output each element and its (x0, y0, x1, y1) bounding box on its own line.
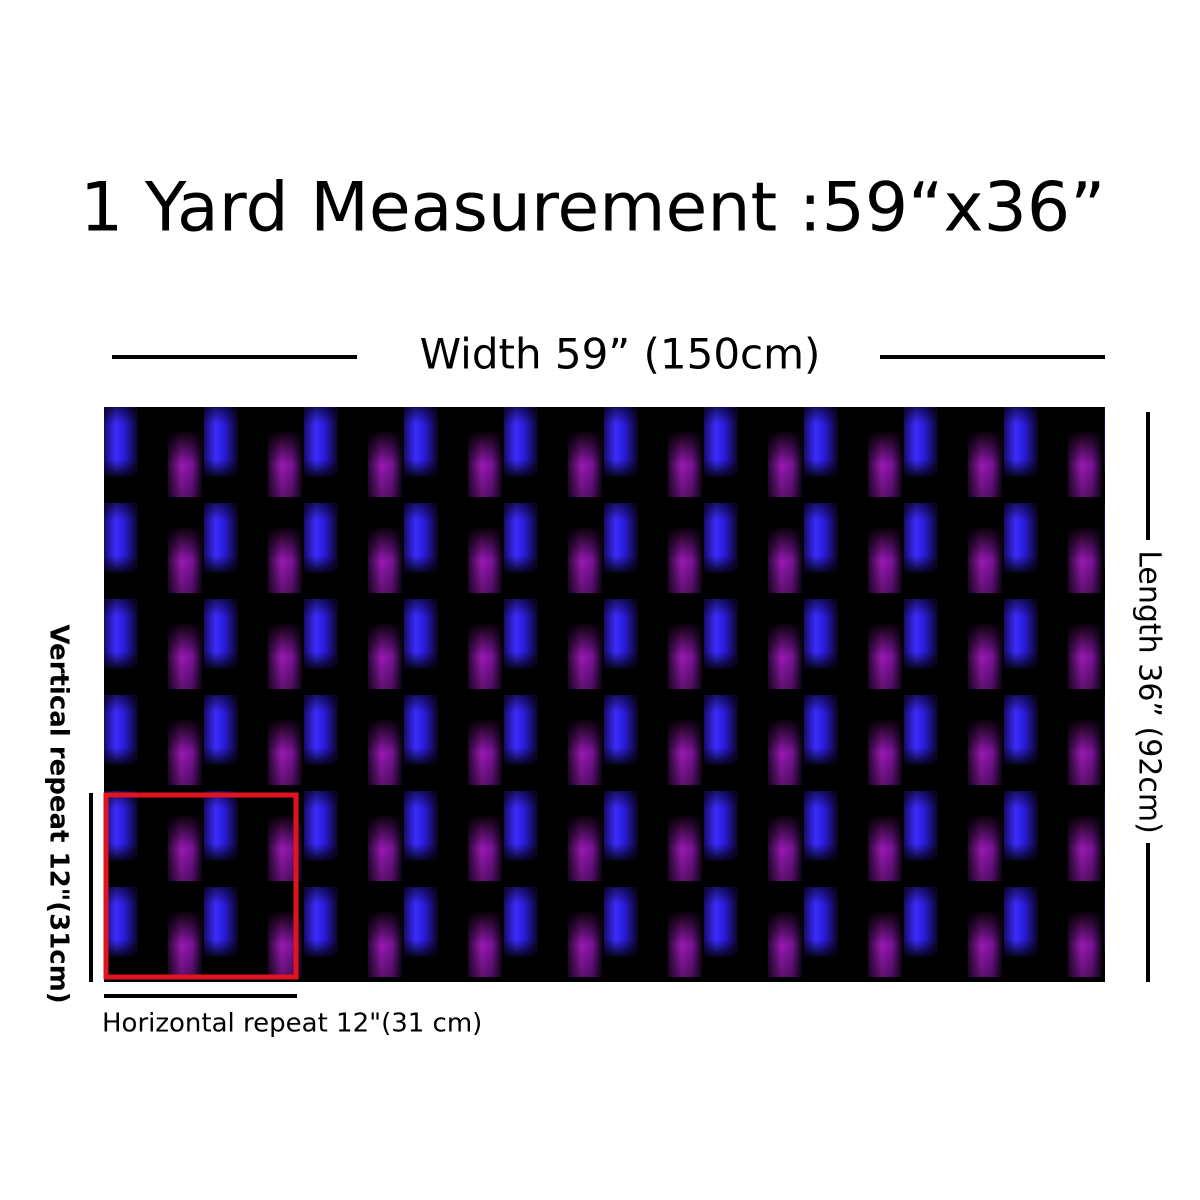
horizontal-repeat-label: Horizontal repeat 12"(31 cm) (102, 1009, 482, 1039)
fabric-swatch (104, 407, 1105, 982)
length-label: Length 36” (92cm) (1132, 550, 1167, 834)
title: 1 Yard Measurement :59“x36” (80, 169, 1105, 248)
repeat-box (103, 792, 299, 980)
width-label: Width 59” (150cm) (420, 330, 821, 379)
vertical-repeat-label: Vertical repeat 12"(31cm) (44, 624, 74, 1003)
